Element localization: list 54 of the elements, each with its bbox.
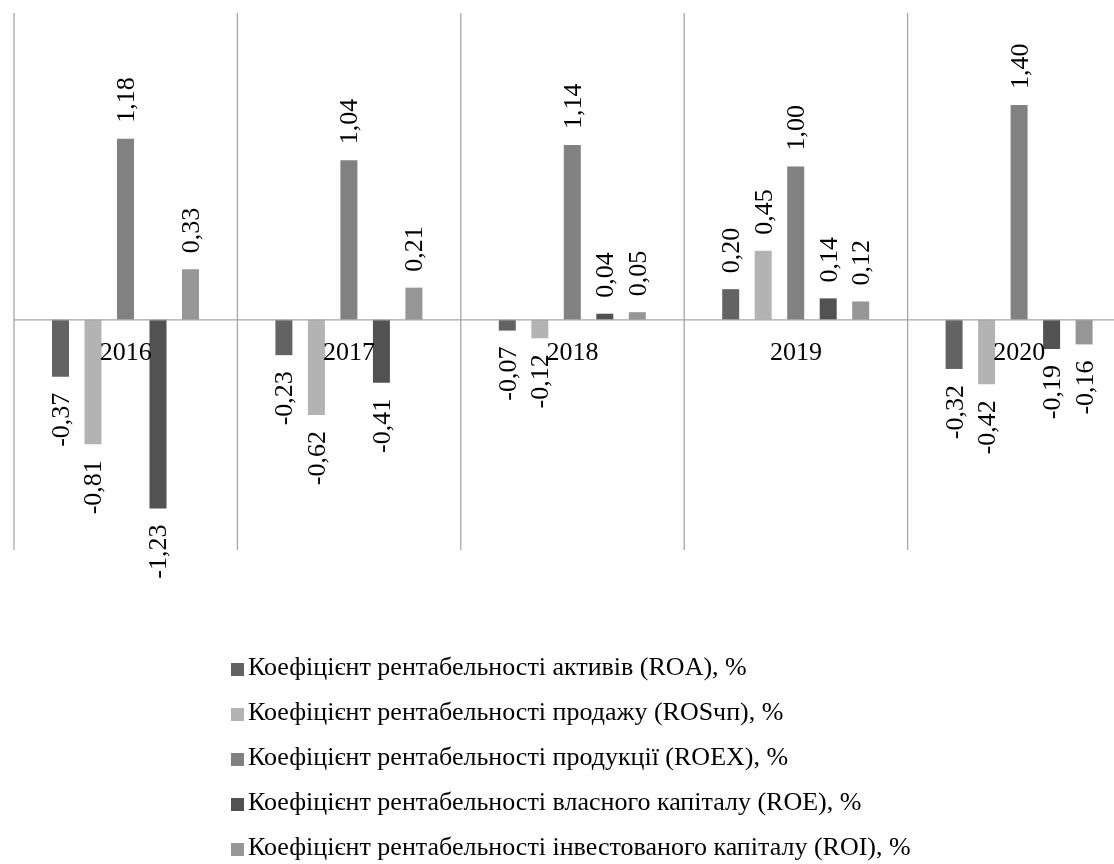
bar: [182, 269, 199, 320]
bar: [978, 319, 996, 385]
data-label: 0,12: [846, 239, 876, 286]
bar: [819, 298, 837, 320]
data-label: 1,04: [334, 98, 364, 145]
legend-label: Коефіцієнт рентабельності продукції (ROEX), %: [248, 742, 789, 771]
data-label: 0,20: [716, 227, 746, 274]
bar: [149, 319, 167, 509]
bar: [628, 312, 646, 320]
data-label: 0,04: [590, 252, 620, 298]
data-label: 0,21: [399, 226, 429, 272]
bar: [405, 287, 423, 320]
bar: [945, 319, 963, 369]
bar: [787, 166, 805, 320]
data-label: -0,41: [366, 398, 396, 453]
bar: [563, 144, 581, 320]
data-label: -0,23: [269, 371, 299, 426]
bar: [84, 319, 102, 445]
data-label: 1,00: [781, 104, 811, 151]
data-label: -0,07: [492, 346, 522, 401]
x-tick-label: 2019: [769, 336, 822, 366]
bar: [498, 319, 516, 331]
bar: [1075, 319, 1093, 345]
data-label: -0,81: [78, 460, 108, 515]
bar: [1010, 105, 1028, 320]
data-label: 0,45: [748, 189, 778, 235]
bar: [852, 301, 870, 320]
data-label: -0,62: [301, 430, 331, 486]
legend-label: Коефіцієнт рентабельності активів (ROA), %: [248, 652, 747, 681]
bar: [754, 250, 772, 320]
bar: [340, 160, 358, 320]
data-label: 1,40: [1004, 43, 1034, 90]
data-label: 0,05: [622, 250, 652, 297]
bar: [117, 138, 134, 320]
data-label: 0,14: [813, 236, 843, 283]
data-label: 1,18: [111, 77, 140, 123]
legend-label: Коефіцієнт рентабельності інвестованого капіталу (ROI), %: [248, 832, 911, 861]
bar: [275, 319, 293, 356]
legend-label: Коефіцієнт рентабельності власного капіталу (ROE), %: [248, 787, 862, 816]
bar: [531, 319, 549, 339]
data-label: -0,42: [972, 400, 1002, 455]
data-label: 0,33: [176, 207, 205, 254]
x-tick-label: 2020: [993, 336, 1046, 366]
bar: [722, 289, 740, 320]
bar: [1043, 319, 1061, 350]
data-label: -0,16: [1069, 360, 1099, 415]
data-label: -0,32: [939, 384, 969, 440]
data-label: 1,14: [557, 83, 587, 129]
data-label: -0,19: [1037, 365, 1067, 420]
bar: [52, 319, 69, 377]
data-label: -0,37: [46, 392, 75, 447]
bar: [307, 319, 325, 415]
legend-label: Коефіцієнт рентабельності продажу (ROSчп), %: [248, 697, 784, 726]
data-label: -1,23: [143, 524, 173, 579]
